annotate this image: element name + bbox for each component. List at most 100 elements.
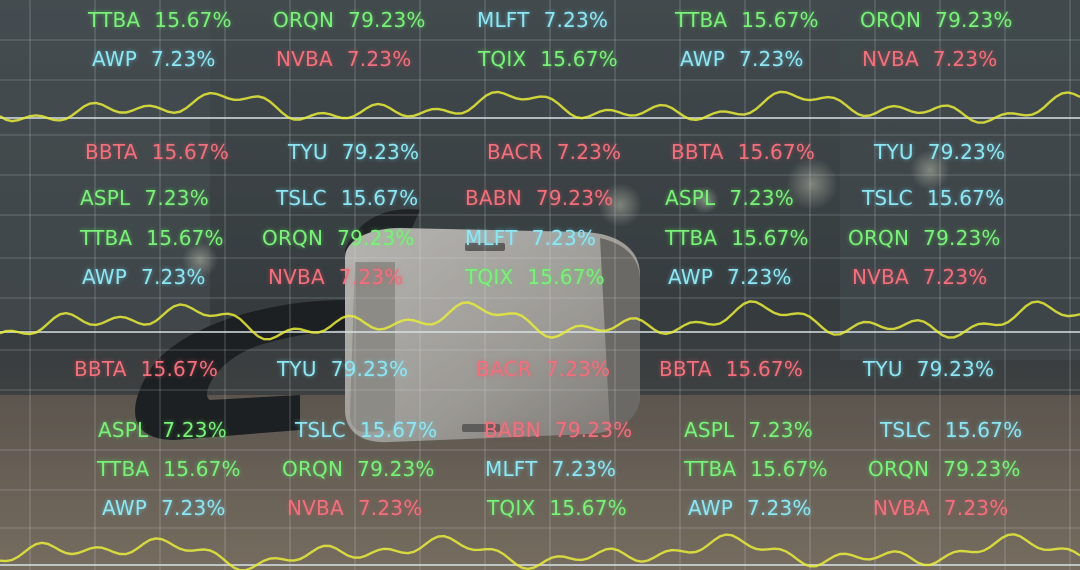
ticker-symbol: ASPL [98,418,149,442]
ticker-percent: 79.23% [935,8,1013,32]
ticker-symbol: TTBA [97,457,150,481]
ticker-percent: 15.67% [549,496,627,520]
ticker-percent: 79.23% [348,8,426,32]
ticker-percent: 7.23% [922,265,988,289]
ticker-symbol: AWP [102,496,148,520]
ticker-percent: 7.23% [144,186,209,210]
ticker-symbol: NVBA [873,496,930,520]
ticker-symbol: BBTA [74,357,127,381]
stock-ticker: ASPL 7.23% [98,418,227,442]
stock-ticker: TTBA 15.67% [97,457,241,481]
price-wave [0,300,1080,341]
stock-ticker: MLFT 7.23% [485,457,616,481]
ticker-percent: 79.23% [341,140,420,164]
ticker-percent: 7.23% [932,47,998,71]
ticker-symbol: BBTA [659,357,712,381]
ticker-percent: 15.67% [750,457,828,481]
ticker-percent: 79.23% [943,457,1021,481]
ticker-percent: 15.67% [741,8,819,32]
stock-ticker: BBTA 15.67% [659,357,803,381]
stock-ticker: ORQN 79.23% [860,8,1013,32]
ticker-percent: 7.23% [739,47,804,71]
stock-ticker: TSLC 15.67% [880,418,1022,442]
stock-ticker: NVBA 7.23% [862,47,997,71]
price-wave [0,533,1080,570]
ticker-percent: 7.23% [551,457,617,481]
ticker-percent: 15.67% [540,47,618,71]
stock-ticker: AWP 7.23% [688,496,812,520]
ticker-percent: 79.23% [535,186,614,210]
ticker-symbol: MLFT [477,8,530,32]
stock-ticker: TTBA 15.67% [88,8,232,32]
ticker-symbol: NVBA [268,265,325,289]
ticker-percent: 7.23% [729,186,794,210]
ticker-symbol: TYU [277,357,317,381]
ticker-symbol: ORQN [848,226,910,250]
stock-ticker: BBTA 15.67% [85,140,229,164]
stock-ticker: ORQN 79.23% [262,226,415,250]
ticker-percent: 15.67% [731,226,809,250]
ticker-symbol: TTBA [675,8,728,32]
ticker-symbol: ORQN [860,8,922,32]
ticker-symbol: AWP [668,265,714,289]
ticker-symbol: BABN [484,418,541,442]
ticker-percent: 79.23% [330,357,409,381]
stock-ticker: AWP 7.23% [680,47,804,71]
stock-ticker: TSLC 15.67% [276,186,418,210]
ticker-symbol: ASPL [684,418,735,442]
ticker-percent: 15.67% [725,357,804,381]
ticker-symbol: ORQN [262,226,324,250]
stock-ticker: NVBA 7.23% [287,496,422,520]
ticker-percent: 7.23% [943,496,1009,520]
ticker-percent: 7.23% [545,357,611,381]
stock-ticker: TQIX 15.67% [465,265,605,289]
ticker-symbol: ASPL [80,186,131,210]
stock-ticker: ASPL 7.23% [665,186,794,210]
ticker-symbol: TTBA [684,457,737,481]
ticker-symbol: TQIX [487,496,536,520]
stock-ticker: NVBA 7.23% [852,265,987,289]
ticker-percent: 7.23% [162,418,227,442]
ticker-symbol: NVBA [276,47,333,71]
stock-ticker: MLFT 7.23% [477,8,608,32]
stock-ticker: BBTA 15.67% [671,140,815,164]
stock-ticker: TTBA 15.67% [684,457,828,481]
ticker-symbol: TYU [288,140,328,164]
ticker-symbol: BBTA [85,140,138,164]
stock-ticker: NVBA 7.23% [276,47,411,71]
ticker-percent: 15.67% [359,418,438,442]
ticker-percent: 15.67% [340,186,419,210]
ticker-symbol: ASPL [665,186,716,210]
stock-ticker: AWP 7.23% [82,265,206,289]
stock-ticker: TSLC 15.67% [862,186,1004,210]
ticker-percent: 7.23% [556,140,622,164]
ticker-percent: 15.67% [163,457,241,481]
ticker-symbol: TSLC [295,418,346,442]
stock-ticker: AWP 7.23% [92,47,216,71]
stock-ticker: TTBA 15.67% [80,226,224,250]
ticker-percent: 7.23% [141,265,206,289]
ticker-symbol: TTBA [88,8,141,32]
ticker-percent: 7.23% [161,496,226,520]
ticker-percent: 15.67% [140,357,219,381]
ticker-symbol: TTBA [80,226,133,250]
ticker-symbol: AWP [82,265,128,289]
stock-ticker: MLFT 7.23% [465,226,596,250]
ticker-percent: 15.67% [926,186,1005,210]
stock-ticker: TYU 79.23% [863,357,994,381]
stock-ticker: BABN 79.23% [484,418,632,442]
stock-ticker: NVBA 7.23% [268,265,403,289]
ticker-symbol: BABN [465,186,522,210]
ticker-symbol: TQIX [478,47,527,71]
ticker-percent: 15.67% [154,8,232,32]
ticker-symbol: TQIX [465,265,514,289]
ticker-symbol: NVBA [852,265,909,289]
stock-ticker: BBTA 15.67% [74,357,218,381]
ticker-percent: 7.23% [346,47,412,71]
ticker-symbol: MLFT [465,226,518,250]
ticker-percent: 79.23% [554,418,633,442]
ticker-symbol: AWP [680,47,726,71]
